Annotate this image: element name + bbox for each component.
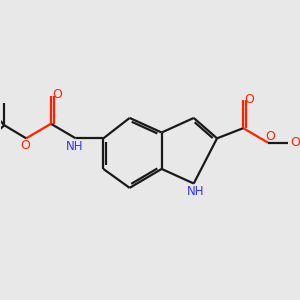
Text: O: O xyxy=(52,88,62,101)
Text: O: O xyxy=(265,130,275,143)
Text: O: O xyxy=(20,139,30,152)
Text: NH: NH xyxy=(186,185,204,198)
Text: O: O xyxy=(245,92,255,106)
Text: NH: NH xyxy=(66,140,84,153)
Text: O: O xyxy=(290,136,300,149)
